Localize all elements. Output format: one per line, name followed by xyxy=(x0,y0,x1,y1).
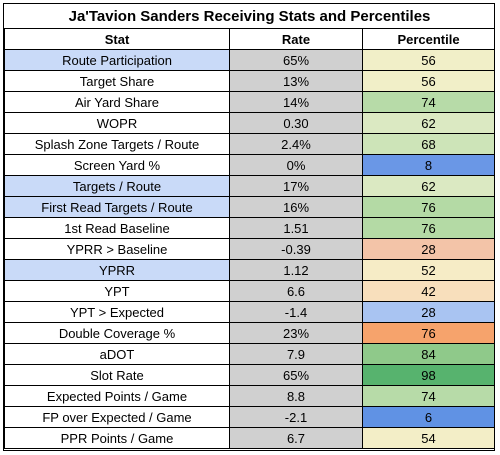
stat-cell: YPT > Expected xyxy=(4,301,230,323)
table-row: Targets / Route 17% 62 xyxy=(4,175,496,197)
percentile-cell: 74 xyxy=(361,91,496,113)
table-row: Air Yard Share 14% 74 xyxy=(4,91,496,113)
percentile-cell: 54 xyxy=(361,427,496,449)
stat-cell: Target Share xyxy=(4,70,230,92)
percentile-cell: 42 xyxy=(361,280,496,302)
table-row: Route Participation 65% 56 xyxy=(4,49,496,71)
percentile-cell: 28 xyxy=(361,301,496,323)
stats-table: Ja'Tavion Sanders Receiving Stats and Pe… xyxy=(4,4,496,449)
stat-cell: WOPR xyxy=(4,112,230,134)
table-title: Ja'Tavion Sanders Receiving Stats and Pe… xyxy=(4,4,495,29)
table-row: YPT > Expected -1.4 28 xyxy=(4,301,496,323)
percentile-cell: 76 xyxy=(361,217,496,239)
table-row: Expected Points / Game 8.8 74 xyxy=(4,385,496,407)
table-row: Slot Rate 65% 98 xyxy=(4,364,496,386)
stats-table-frame: Ja'Tavion Sanders Receiving Stats and Pe… xyxy=(3,3,496,451)
rate-cell: 6.6 xyxy=(229,280,363,302)
percentile-cell: 62 xyxy=(361,112,496,134)
rate-cell: 17% xyxy=(229,175,363,197)
percentile-cell: 76 xyxy=(361,322,496,344)
percentile-cell: 62 xyxy=(361,175,496,197)
stat-cell: YPRR xyxy=(4,259,230,281)
table-row: aDOT 7.9 84 xyxy=(4,343,496,365)
table-row: PPR Points / Game 6.7 54 xyxy=(4,427,496,449)
table-row: YPRR 1.12 52 xyxy=(4,259,496,281)
header-row: Stat Rate Percentile xyxy=(4,28,496,50)
rate-cell: 6.7 xyxy=(229,427,363,449)
rate-cell: 0% xyxy=(229,154,363,176)
stat-cell: Targets / Route xyxy=(4,175,230,197)
rate-cell: 65% xyxy=(229,49,363,71)
header-percentile: Percentile xyxy=(361,28,496,50)
stat-cell: FP over Expected / Game xyxy=(4,406,230,428)
percentile-cell: 74 xyxy=(361,385,496,407)
percentile-cell: 6 xyxy=(361,406,496,428)
title-row: Ja'Tavion Sanders Receiving Stats and Pe… xyxy=(4,4,495,29)
rate-cell: 2.4% xyxy=(229,133,363,155)
percentile-cell: 52 xyxy=(361,259,496,281)
rate-cell: 1.51 xyxy=(229,217,363,239)
table-row: WOPR 0.30 62 xyxy=(4,112,496,134)
percentile-cell: 28 xyxy=(361,238,496,260)
stat-cell: Expected Points / Game xyxy=(4,385,230,407)
rate-cell: -1.4 xyxy=(229,301,363,323)
table-row: YPRR > Baseline -0.39 28 xyxy=(4,238,496,260)
stat-cell: YPT xyxy=(4,280,230,302)
table-row: Screen Yard % 0% 8 xyxy=(4,154,496,176)
table-row: YPT 6.6 42 xyxy=(4,280,496,302)
stat-cell: Screen Yard % xyxy=(4,154,230,176)
rate-cell: 0.30 xyxy=(229,112,363,134)
percentile-cell: 68 xyxy=(361,133,496,155)
stat-cell: Double Coverage % xyxy=(4,322,230,344)
rate-cell: 8.8 xyxy=(229,385,363,407)
percentile-cell: 8 xyxy=(361,154,496,176)
stat-cell: Splash Zone Targets / Route xyxy=(4,133,230,155)
table-row: 1st Read Baseline 1.51 76 xyxy=(4,217,496,239)
header-rate: Rate xyxy=(229,28,363,50)
rate-cell: 7.9 xyxy=(229,343,363,365)
rate-cell: 14% xyxy=(229,91,363,113)
table-row: Splash Zone Targets / Route 2.4% 68 xyxy=(4,133,496,155)
rate-cell: 1.12 xyxy=(229,259,363,281)
stat-cell: PPR Points / Game xyxy=(4,427,230,449)
percentile-cell: 98 xyxy=(361,364,496,386)
header-stat: Stat xyxy=(4,28,230,50)
table-row: Double Coverage % 23% 76 xyxy=(4,322,496,344)
table-row: FP over Expected / Game -2.1 6 xyxy=(4,406,496,428)
percentile-cell: 56 xyxy=(361,49,496,71)
stat-cell: First Read Targets / Route xyxy=(4,196,230,218)
table-row: First Read Targets / Route 16% 76 xyxy=(4,196,496,218)
stat-cell: aDOT xyxy=(4,343,230,365)
rate-cell: 13% xyxy=(229,70,363,92)
rate-cell: -2.1 xyxy=(229,406,363,428)
rate-cell: 16% xyxy=(229,196,363,218)
stat-cell: Route Participation xyxy=(4,49,230,71)
rate-cell: -0.39 xyxy=(229,238,363,260)
rate-cell: 23% xyxy=(229,322,363,344)
percentile-cell: 84 xyxy=(361,343,496,365)
stat-cell: Slot Rate xyxy=(4,364,230,386)
percentile-cell: 56 xyxy=(361,70,496,92)
table-row: Target Share 13% 56 xyxy=(4,70,496,92)
percentile-cell: 76 xyxy=(361,196,496,218)
rate-cell: 65% xyxy=(229,364,363,386)
stat-cell: 1st Read Baseline xyxy=(4,217,230,239)
stat-cell: Air Yard Share xyxy=(4,91,230,113)
stat-cell: YPRR > Baseline xyxy=(4,238,230,260)
